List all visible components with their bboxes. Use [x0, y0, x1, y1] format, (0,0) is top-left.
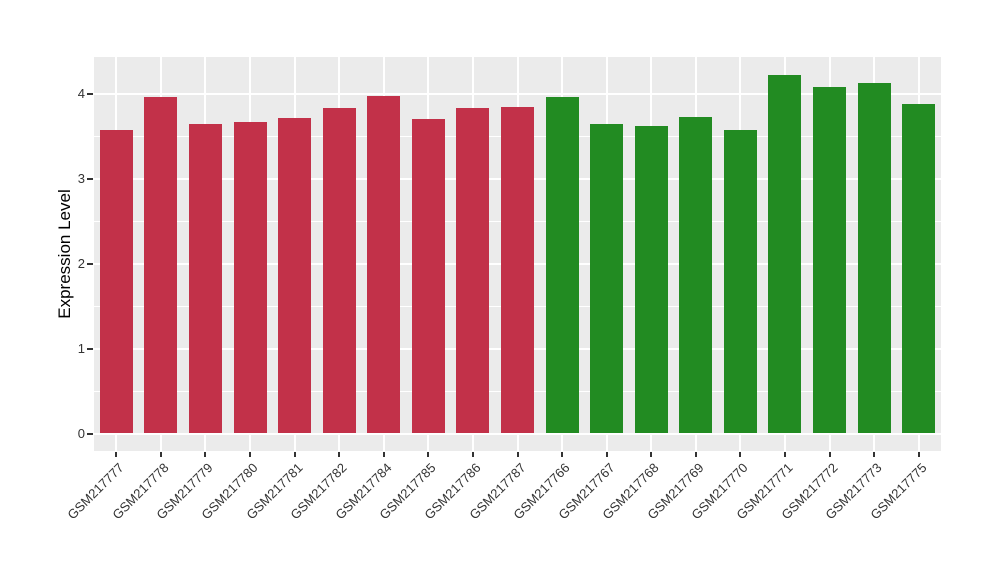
x-axis-tick [159, 452, 162, 457]
y-tick-label: 1 [77, 340, 85, 356]
bar-GSM217780 [233, 121, 267, 434]
bar-GSM217786 [456, 108, 490, 434]
y-axis-tick [87, 92, 93, 95]
x-axis-tick [338, 452, 341, 457]
x-axis-tick [873, 452, 876, 457]
x-axis-tick [293, 452, 296, 457]
y-tick-label: 2 [77, 255, 85, 271]
y-tick-label: 4 [77, 85, 85, 101]
y-tick-label: 3 [77, 170, 85, 186]
x-axis-tick [739, 452, 742, 457]
bar-GSM217778 [144, 97, 178, 434]
x-axis-tick [249, 452, 252, 457]
bar-GSM217766 [545, 97, 579, 434]
y-tick-label: 0 [77, 425, 85, 441]
bar-GSM217768 [634, 126, 668, 434]
x-axis-tick [115, 452, 118, 457]
bar-GSM217767 [590, 124, 624, 434]
bar-GSM217771 [768, 75, 802, 434]
x-axis-tick [605, 452, 608, 457]
bar-GSM217769 [679, 116, 713, 434]
bar-GSM217785 [411, 119, 445, 434]
y-axis-tick [87, 432, 93, 435]
bar-GSM217772 [813, 87, 847, 434]
y-axis-tick [87, 262, 93, 265]
x-axis-tick [650, 452, 653, 457]
y-axis-tick [87, 177, 93, 180]
x-axis-tick [561, 452, 564, 457]
x-axis-tick [516, 452, 519, 457]
x-axis-tick [694, 452, 697, 457]
x-axis-tick [427, 452, 430, 457]
x-axis-tick [783, 452, 786, 457]
x-axis-tick [204, 452, 207, 457]
bar-GSM217775 [902, 104, 936, 434]
y-axis-tick [87, 347, 93, 350]
bar-GSM217781 [278, 117, 312, 434]
x-axis-tick [828, 452, 831, 457]
x-axis-tick [917, 452, 920, 457]
bar-GSM217782 [322, 108, 356, 434]
plot-panel [94, 57, 941, 451]
bar-GSM217770 [723, 130, 757, 434]
bar-GSM217779 [188, 123, 222, 434]
x-axis-tick [382, 452, 385, 457]
bar-GSM217787 [501, 107, 534, 434]
bar-GSM217777 [99, 130, 133, 434]
x-axis-tick [471, 452, 474, 457]
bar-GSM217784 [367, 96, 401, 434]
bar-GSM217773 [857, 82, 891, 434]
y-axis-title: Expression Level [55, 189, 74, 319]
